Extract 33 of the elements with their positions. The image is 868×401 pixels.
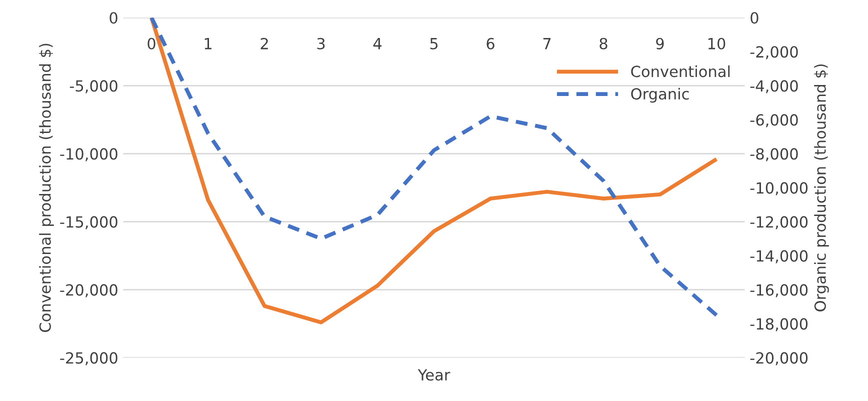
y-axis-title: Conventional production (thousand $) bbox=[39, 44, 54, 332]
y-tick-label: -20,000 bbox=[60, 284, 118, 298]
y2-tick-label: -20,000 bbox=[750, 352, 808, 366]
legend-label: Organic bbox=[631, 88, 689, 103]
y2-tick-label: -10,000 bbox=[750, 182, 808, 196]
legend-label: Conventional bbox=[631, 65, 730, 78]
y2-tick-label: -4,000 bbox=[750, 80, 798, 94]
y2-tick-label: -8,000 bbox=[750, 148, 798, 162]
x-tick-label: 10 bbox=[708, 38, 726, 50]
y2-tick-label: -6,000 bbox=[750, 114, 798, 128]
y2-tick-label: -18,000 bbox=[750, 318, 808, 332]
y-tick-label: -5,000 bbox=[70, 80, 118, 94]
x-tick-label: 9 bbox=[656, 38, 664, 50]
y2-axis-title: Organic production (thousand $) bbox=[814, 64, 829, 312]
y2-tick-label: -2,000 bbox=[750, 46, 798, 60]
x-tick-label: 6 bbox=[486, 38, 494, 50]
y2-tick-label: -14,000 bbox=[750, 250, 808, 264]
x-tick-label: 0 bbox=[148, 38, 156, 50]
x-tick-label: 4 bbox=[373, 38, 382, 50]
x-tick-label: 1 bbox=[204, 38, 212, 50]
x-tick-label: 5 bbox=[430, 38, 438, 50]
y-tick-label: 0 bbox=[110, 12, 118, 24]
y-tick-label: -15,000 bbox=[60, 216, 118, 230]
x-tick-label: 3 bbox=[317, 38, 325, 50]
y2-tick-label: 0 bbox=[750, 12, 758, 24]
x-tick-label: 8 bbox=[600, 38, 608, 50]
x-tick-label: 2 bbox=[260, 38, 268, 50]
y-tick-label: -25,000 bbox=[60, 352, 118, 366]
y2-tick-label: -12,000 bbox=[750, 216, 808, 230]
x-axis-title: Year bbox=[418, 369, 450, 381]
x-tick-label: 7 bbox=[543, 38, 551, 50]
y-tick-label: -10,000 bbox=[60, 148, 118, 162]
y2-tick-label: -16,000 bbox=[750, 284, 808, 298]
